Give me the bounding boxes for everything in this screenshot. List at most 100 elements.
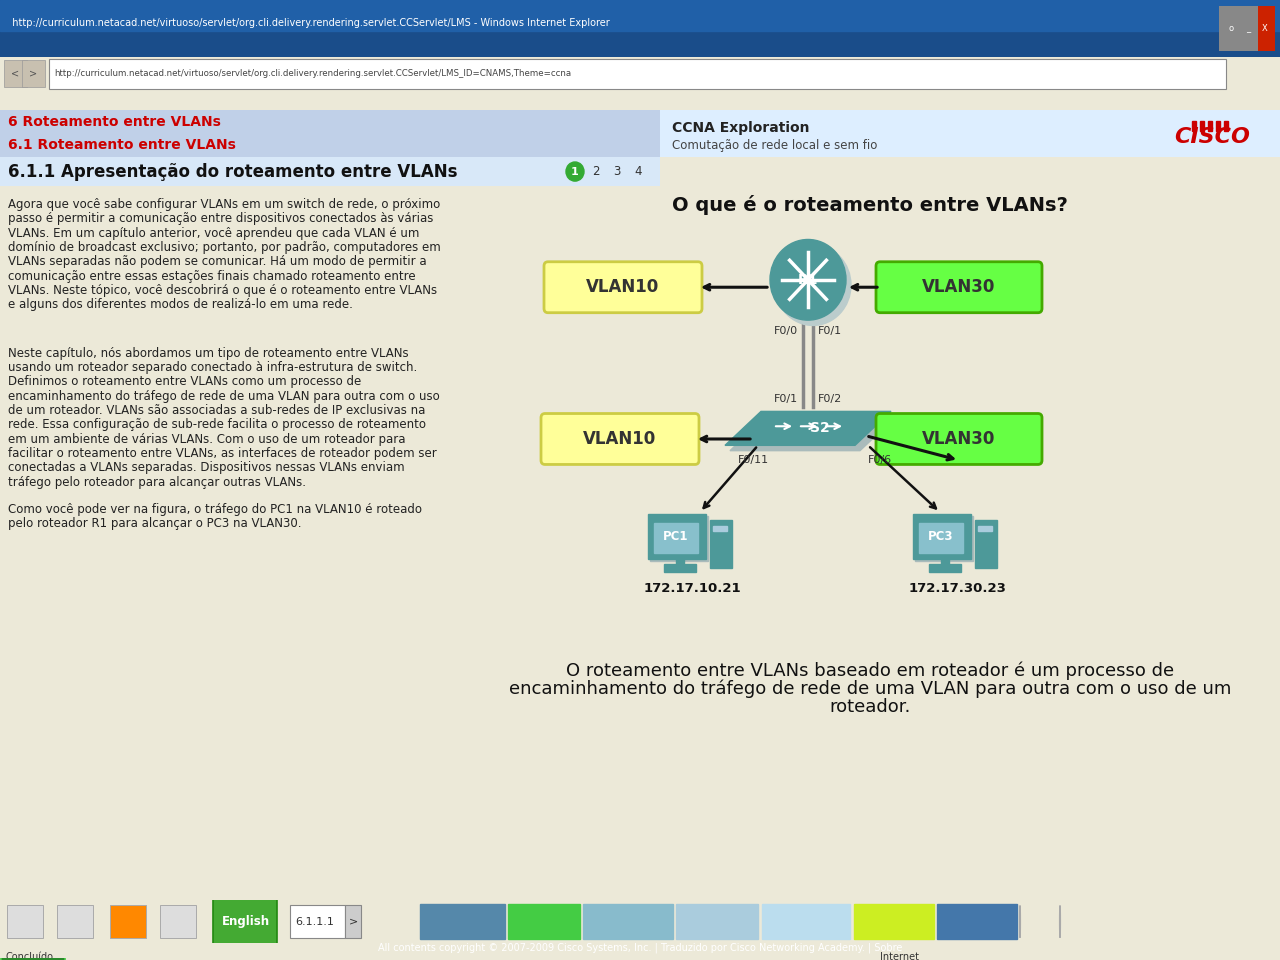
Bar bbox=[160, 904, 196, 939]
Bar bbox=[713, 526, 727, 531]
Bar bbox=[508, 904, 580, 939]
Bar bbox=[1235, 6, 1258, 51]
Text: Agora que você sabe configurar VLANs em um switch de rede, o próximo: Agora que você sabe configurar VLANs em … bbox=[8, 198, 440, 211]
Polygon shape bbox=[730, 417, 896, 450]
Text: encaminhamento do tráfego de rede de uma VLAN para outra com o uso: encaminhamento do tráfego de rede de uma… bbox=[8, 390, 440, 402]
Text: F0/1: F0/1 bbox=[774, 394, 797, 403]
Text: All contents copyright © 2007-2009 Cisco Systems, Inc. | Traduzido por Cisco Net: All contents copyright © 2007-2009 Cisco… bbox=[378, 943, 902, 953]
FancyBboxPatch shape bbox=[1, 920, 65, 960]
Bar bbox=[648, 515, 707, 559]
Bar bbox=[664, 564, 696, 571]
Text: CCNA Exploration: CCNA Exploration bbox=[672, 121, 809, 135]
Text: PC1: PC1 bbox=[663, 530, 689, 543]
Bar bbox=[978, 526, 992, 531]
Bar bbox=[660, 110, 1280, 156]
Text: 6 Roteamento entre VLANs: 6 Roteamento entre VLANs bbox=[8, 114, 221, 129]
Bar bbox=[676, 557, 684, 565]
Text: pelo roteador R1 para alcançar o PC3 na VLAN30.: pelo roteador R1 para alcançar o PC3 na … bbox=[8, 517, 302, 530]
Text: encaminhamento do tráfego de rede de uma VLAN para outra com o uso de um: encaminhamento do tráfego de rede de uma… bbox=[509, 680, 1231, 698]
Text: O roteamento entre VLANs baseado em roteador é um processo de: O roteamento entre VLANs baseado em rote… bbox=[566, 661, 1174, 681]
Bar bbox=[582, 904, 673, 939]
Text: comunicação entre essas estações finais chamado roteamento entre: comunicação entre essas estações finais … bbox=[8, 270, 416, 282]
Text: http://curriculum.netacad.net/virtuoso/servlet/org.cli.delivery.rendering.servle: http://curriculum.netacad.net/virtuoso/s… bbox=[54, 69, 571, 79]
Bar bbox=[854, 904, 934, 939]
Bar bbox=[4, 60, 27, 87]
Bar bbox=[22, 60, 45, 87]
Text: e alguns dos diferentes modos de realizá-lo em uma rede.: e alguns dos diferentes modos de realizá… bbox=[8, 299, 353, 311]
Text: F0/1: F0/1 bbox=[818, 325, 842, 336]
Bar bbox=[49, 59, 1226, 89]
Text: rede. Essa configuração de sub-rede facilita o processo de roteamento: rede. Essa configuração de sub-rede faci… bbox=[8, 419, 426, 431]
Text: English: English bbox=[221, 915, 270, 928]
Text: 172.17.10.21: 172.17.10.21 bbox=[643, 583, 741, 595]
Text: Como você pode ver na figura, o tráfego do PC1 na VLAN10 é roteado: Como você pode ver na figura, o tráfego … bbox=[8, 503, 422, 516]
Text: 6.1.1.1: 6.1.1.1 bbox=[294, 917, 334, 926]
Bar bbox=[1224, 121, 1228, 132]
Bar bbox=[1208, 121, 1212, 132]
Polygon shape bbox=[724, 412, 891, 445]
Bar bbox=[975, 519, 997, 568]
Text: VLANs. Neste tópico, você descobrirá o que é o roteamento entre VLANs: VLANs. Neste tópico, você descobrirá o q… bbox=[8, 284, 438, 297]
Bar bbox=[762, 904, 850, 939]
Text: VLANs. Em um capítulo anterior, você aprendeu que cada VLAN é um: VLANs. Em um capítulo anterior, você apr… bbox=[8, 227, 420, 240]
Circle shape bbox=[566, 162, 584, 181]
Bar bbox=[676, 904, 758, 939]
Bar bbox=[1252, 6, 1275, 51]
Text: roteador.: roteador. bbox=[829, 698, 910, 716]
Text: PC3: PC3 bbox=[928, 530, 954, 543]
Bar bbox=[1219, 6, 1242, 51]
Bar bbox=[1201, 121, 1204, 132]
Text: usando um roteador separado conectado à infra-estrutura de switch.: usando um roteador separado conectado à … bbox=[8, 361, 417, 374]
Bar bbox=[0, 133, 660, 156]
Text: Internet: Internet bbox=[881, 952, 919, 960]
Bar bbox=[0, 110, 660, 133]
Bar bbox=[291, 904, 346, 939]
Text: >: > bbox=[348, 917, 357, 926]
Text: O que é o roteamento entre VLANs?: O que é o roteamento entre VLANs? bbox=[672, 195, 1068, 215]
Text: Definimos o roteamento entre VLANs como um processo de: Definimos o roteamento entre VLANs como … bbox=[8, 375, 361, 388]
Text: 172.17.30.23: 172.17.30.23 bbox=[908, 583, 1006, 595]
Bar bbox=[0, 0, 1280, 31]
Text: R1: R1 bbox=[797, 273, 818, 287]
Bar bbox=[941, 557, 948, 565]
Text: 3: 3 bbox=[613, 165, 621, 178]
Bar bbox=[937, 904, 1018, 939]
Text: o: o bbox=[1229, 24, 1234, 33]
Text: tráfego pelo roteador para alcançar outras VLANs.: tráfego pelo roteador para alcançar outr… bbox=[8, 475, 306, 489]
Bar bbox=[1216, 121, 1220, 132]
Bar bbox=[929, 564, 961, 571]
Text: em um ambiente de várias VLANs. Com o uso de um roteador para: em um ambiente de várias VLANs. Com o us… bbox=[8, 433, 406, 445]
Bar bbox=[710, 519, 732, 568]
Text: conectadas a VLANs separadas. Dispositivos nessas VLANs enviam: conectadas a VLANs separadas. Dispositiv… bbox=[8, 461, 404, 474]
Text: Neste capítulo, nós abordamos um tipo de roteamento entre VLANs: Neste capítulo, nós abordamos um tipo de… bbox=[8, 347, 408, 360]
Text: 2: 2 bbox=[593, 165, 600, 178]
Bar bbox=[654, 523, 698, 553]
Text: Concluído: Concluído bbox=[5, 952, 52, 960]
Bar bbox=[913, 515, 972, 559]
Bar bbox=[650, 516, 708, 561]
Bar bbox=[420, 904, 506, 939]
Text: F0/6: F0/6 bbox=[868, 455, 892, 466]
Text: 6.1 Roteamento entre VLANs: 6.1 Roteamento entre VLANs bbox=[8, 138, 236, 152]
Text: _: _ bbox=[1245, 24, 1251, 33]
Text: CISCO: CISCO bbox=[1174, 127, 1251, 147]
Bar bbox=[1192, 121, 1196, 132]
Text: facilitar o roteamento entre VLANs, as interfaces de roteador podem ser: facilitar o roteamento entre VLANs, as i… bbox=[8, 447, 436, 460]
Text: VLANs separadas não podem se comunicar. Há um modo de permitir a: VLANs separadas não podem se comunicar. … bbox=[8, 255, 426, 269]
Circle shape bbox=[774, 245, 851, 325]
FancyBboxPatch shape bbox=[876, 262, 1042, 313]
Text: F0/2: F0/2 bbox=[818, 394, 842, 403]
FancyBboxPatch shape bbox=[544, 262, 701, 313]
Text: X: X bbox=[1262, 24, 1267, 33]
Text: >: > bbox=[29, 69, 37, 79]
Bar bbox=[58, 904, 93, 939]
Text: F0/0: F0/0 bbox=[774, 325, 797, 336]
Bar bbox=[346, 904, 361, 939]
Text: passo é permitir a comunicação entre dispositivos conectados às várias: passo é permitir a comunicação entre dis… bbox=[8, 212, 434, 226]
Text: 1: 1 bbox=[571, 166, 579, 177]
Bar bbox=[919, 523, 963, 553]
Bar bbox=[0, 156, 660, 186]
Text: http://curriculum.netacad.net/virtuoso/servlet/org.cli.delivery.rendering.servle: http://curriculum.netacad.net/virtuoso/s… bbox=[6, 17, 611, 28]
Text: 4: 4 bbox=[635, 165, 641, 178]
Text: 6.1.1 Apresentação do roteamento entre VLANs: 6.1.1 Apresentação do roteamento entre V… bbox=[8, 162, 457, 180]
